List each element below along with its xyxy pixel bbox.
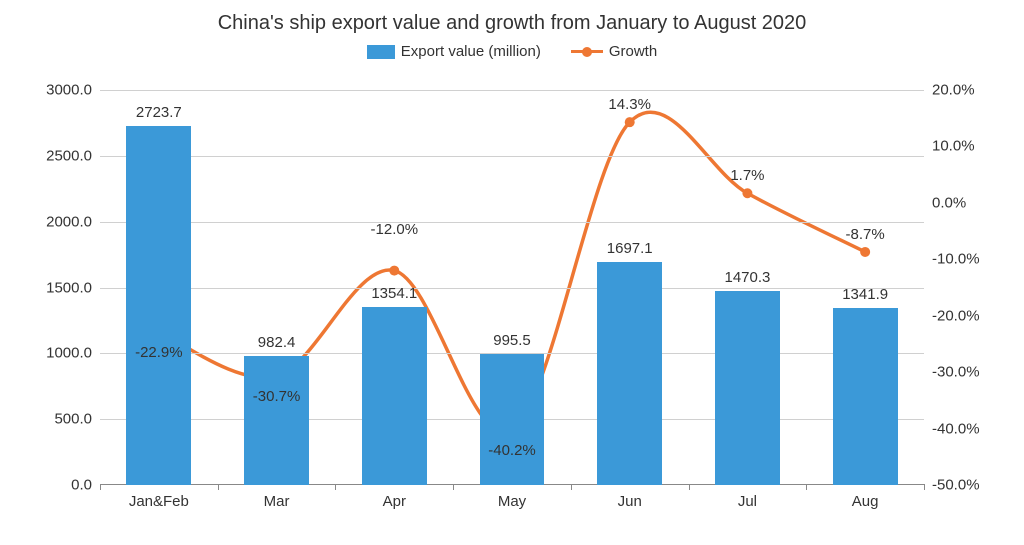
legend-item-bar: Export value (million): [367, 43, 541, 60]
x-tick: [335, 484, 336, 490]
legend-line-label: Growth: [609, 43, 657, 60]
plot-area: 0.0500.01000.01500.02000.02500.03000.0-5…: [100, 90, 924, 485]
grid-line: [100, 288, 924, 289]
y-left-tick-label: 2500.0: [46, 147, 100, 164]
y-right-tick-label: -50.0%: [924, 477, 980, 494]
x-category-label: Jan&Feb: [129, 485, 189, 510]
growth-value-label: -12.0%: [371, 221, 419, 238]
growth-marker: [742, 188, 752, 198]
y-left-tick-label: 1500.0: [46, 279, 100, 296]
growth-value-label: -40.2%: [488, 442, 536, 459]
grid-line: [100, 156, 924, 157]
chart-container: China's ship export value and growth fro…: [0, 0, 1024, 545]
y-left-tick-label: 0.0: [71, 477, 100, 494]
bar-value-label: 1470.3: [724, 269, 770, 286]
x-category-label: Jul: [738, 485, 757, 510]
y-right-tick-label: 10.0%: [924, 138, 975, 155]
growth-value-label: -22.9%: [135, 344, 183, 361]
bar-value-label: 1354.1: [371, 285, 417, 302]
growth-value-label: 14.3%: [608, 96, 651, 113]
bar: [126, 126, 191, 485]
y-left-tick-label: 1000.0: [46, 345, 100, 362]
legend-item-line: Growth: [571, 43, 657, 60]
grid-line: [100, 222, 924, 223]
y-left-tick-label: 2000.0: [46, 213, 100, 230]
growth-value-label: -8.7%: [846, 226, 885, 243]
bar-value-label: 1341.9: [842, 286, 888, 303]
bar: [833, 308, 898, 485]
y-left-tick-label: 3000.0: [46, 82, 100, 99]
y-right-tick-label: -20.0%: [924, 307, 980, 324]
legend-bar-label: Export value (million): [401, 43, 541, 60]
x-tick: [571, 484, 572, 490]
legend: Export value (million) Growth: [0, 43, 1024, 60]
x-category-label: Aug: [852, 485, 879, 510]
x-category-label: Jun: [618, 485, 642, 510]
x-tick: [453, 484, 454, 490]
legend-bar-swatch: [367, 45, 395, 59]
y-right-tick-label: -30.0%: [924, 364, 980, 381]
grid-line: [100, 90, 924, 91]
bar-value-label: 1697.1: [607, 240, 653, 257]
bar: [480, 354, 545, 485]
growth-marker: [625, 117, 635, 127]
y-right-tick-label: 0.0%: [924, 194, 966, 211]
x-category-label: Apr: [383, 485, 406, 510]
chart-title: China's ship export value and growth fro…: [0, 0, 1024, 35]
y-right-tick-label: -40.0%: [924, 420, 980, 437]
y-right-tick-label: -10.0%: [924, 251, 980, 268]
growth-value-label: 1.7%: [730, 167, 764, 184]
legend-line-swatch: [571, 45, 603, 59]
growth-marker: [860, 247, 870, 257]
bar-value-label: 995.5: [493, 332, 531, 349]
x-category-label: May: [498, 485, 526, 510]
x-tick: [218, 484, 219, 490]
bar: [362, 307, 427, 485]
x-tick: [100, 484, 101, 490]
x-tick: [806, 484, 807, 490]
growth-marker: [389, 266, 399, 276]
bar-value-label: 2723.7: [136, 104, 182, 121]
x-category-label: Mar: [264, 485, 290, 510]
y-left-tick-label: 500.0: [54, 411, 100, 428]
x-tick: [689, 484, 690, 490]
bar: [597, 262, 662, 485]
bar: [244, 356, 309, 485]
bar: [715, 291, 780, 485]
y-right-tick-label: 20.0%: [924, 82, 975, 99]
bar-value-label: 982.4: [258, 334, 296, 351]
growth-value-label: -30.7%: [253, 388, 301, 405]
